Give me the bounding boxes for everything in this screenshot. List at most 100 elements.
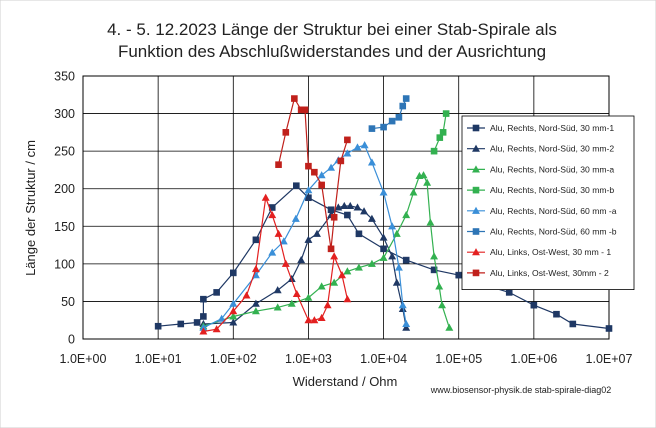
x-tick-label: 1.0E+01 (135, 352, 182, 366)
data-point (337, 157, 345, 165)
data-point (445, 323, 454, 331)
data-point (304, 235, 313, 243)
data-point (472, 124, 480, 132)
data-point (154, 322, 162, 330)
data-point (229, 307, 238, 315)
data-point (379, 253, 388, 261)
data-point (199, 327, 208, 335)
y-tick-label: 0 (68, 333, 75, 347)
y-tick-label: 100 (54, 257, 75, 271)
x-tick-label: 1.0E+03 (285, 352, 332, 366)
footer-text: www.biosensor-physik.de stab-spirale-dia… (430, 385, 612, 395)
data-point (330, 213, 338, 221)
y-axis-label: Länge der Struktur / cm (23, 140, 38, 276)
data-point (426, 218, 435, 226)
data-point (388, 252, 397, 260)
y-tick-label: 50 (61, 295, 75, 309)
chart-title-line-2: Funktion des Abschlußwiderstandes und de… (118, 42, 546, 61)
data-point (472, 206, 480, 214)
data-point (304, 186, 313, 194)
data-point (229, 312, 238, 320)
data-point (268, 210, 277, 219)
legend-label: Alu, Rechts, Nord-Süd, 30 mm-b (490, 185, 614, 195)
y-axis-ticks: 0 50 100 150 200 250 300 350 (54, 70, 75, 347)
data-point (423, 178, 432, 186)
series-8 (275, 95, 351, 253)
data-point (430, 266, 438, 274)
data-point (360, 141, 369, 149)
data-point (217, 314, 226, 322)
legend-label: Alu, Rechts, Nord-Süd, 30 mm-1 (490, 123, 614, 133)
x-tick-label: 1.0E+02 (210, 352, 257, 366)
data-point (379, 188, 388, 196)
data-point (293, 182, 300, 190)
data-point (273, 286, 282, 294)
data-point (317, 282, 326, 290)
legend-item: Alu, Rechts, Nord-Süd, 30 mm-a (467, 164, 614, 174)
y-tick-label: 300 (54, 107, 75, 121)
data-point (402, 95, 410, 102)
y-tick-label: 350 (54, 70, 75, 84)
data-point (311, 168, 318, 176)
data-point (353, 203, 362, 211)
data-point (343, 267, 352, 275)
data-point (327, 245, 335, 253)
data-point (229, 318, 238, 326)
data-point (330, 252, 339, 260)
data-point (279, 237, 288, 245)
legend-box (461, 115, 635, 291)
data-point (394, 263, 403, 271)
data-point (379, 233, 388, 241)
data-point (200, 313, 207, 320)
data-point (530, 301, 538, 309)
data-point (229, 269, 237, 277)
data-point (273, 303, 282, 311)
data-point (334, 203, 343, 211)
data-point (367, 214, 376, 222)
data-point (281, 259, 290, 267)
data-point (472, 144, 480, 152)
data-point (472, 248, 480, 256)
data-point (569, 320, 577, 328)
data-point (402, 210, 411, 219)
data-point (229, 299, 238, 307)
legend: Alu, Rechts, Nord-Süd, 30 mm-1 Alu, Recht… (461, 115, 635, 291)
legend-label: Alu, Rechts, Nord-Süd, 60 mm -b (490, 227, 617, 237)
data-point (388, 117, 396, 125)
data-point (251, 265, 260, 273)
data-point (398, 301, 407, 309)
data-point (274, 229, 283, 237)
data-point (251, 307, 260, 315)
data-point (344, 211, 351, 219)
data-point (367, 158, 376, 166)
data-point (346, 201, 355, 210)
data-point (392, 229, 401, 237)
x-tick-label: 1.0E+05 (435, 352, 482, 366)
data-point (297, 256, 306, 264)
data-point (354, 263, 363, 271)
data-point (344, 136, 351, 144)
legend-item: Alu, Links, Ost-West, 30mm - 2 (467, 268, 609, 278)
data-point (317, 171, 326, 179)
legend-item: Alu, Rechts, Nord-Süd, 60 mm -b (467, 227, 617, 237)
data-point (251, 299, 260, 307)
series-6 (368, 95, 410, 132)
data-point (338, 271, 346, 279)
legend-label: Alu, Links, Ost-West, 30mm - 2 (490, 268, 609, 278)
series-4 (430, 110, 450, 155)
data-point (304, 293, 313, 301)
data-point (435, 282, 444, 290)
data-point (455, 271, 463, 279)
data-point (343, 149, 352, 157)
data-point (282, 129, 290, 136)
data-point (323, 301, 332, 309)
data-point (368, 125, 376, 132)
data-point (439, 129, 447, 136)
data-point (380, 245, 387, 253)
data-point (291, 214, 300, 222)
data-point (472, 228, 480, 235)
x-axis-label: Widerstand / Ohm (293, 374, 398, 389)
data-point (553, 310, 560, 318)
data-point (402, 323, 411, 331)
